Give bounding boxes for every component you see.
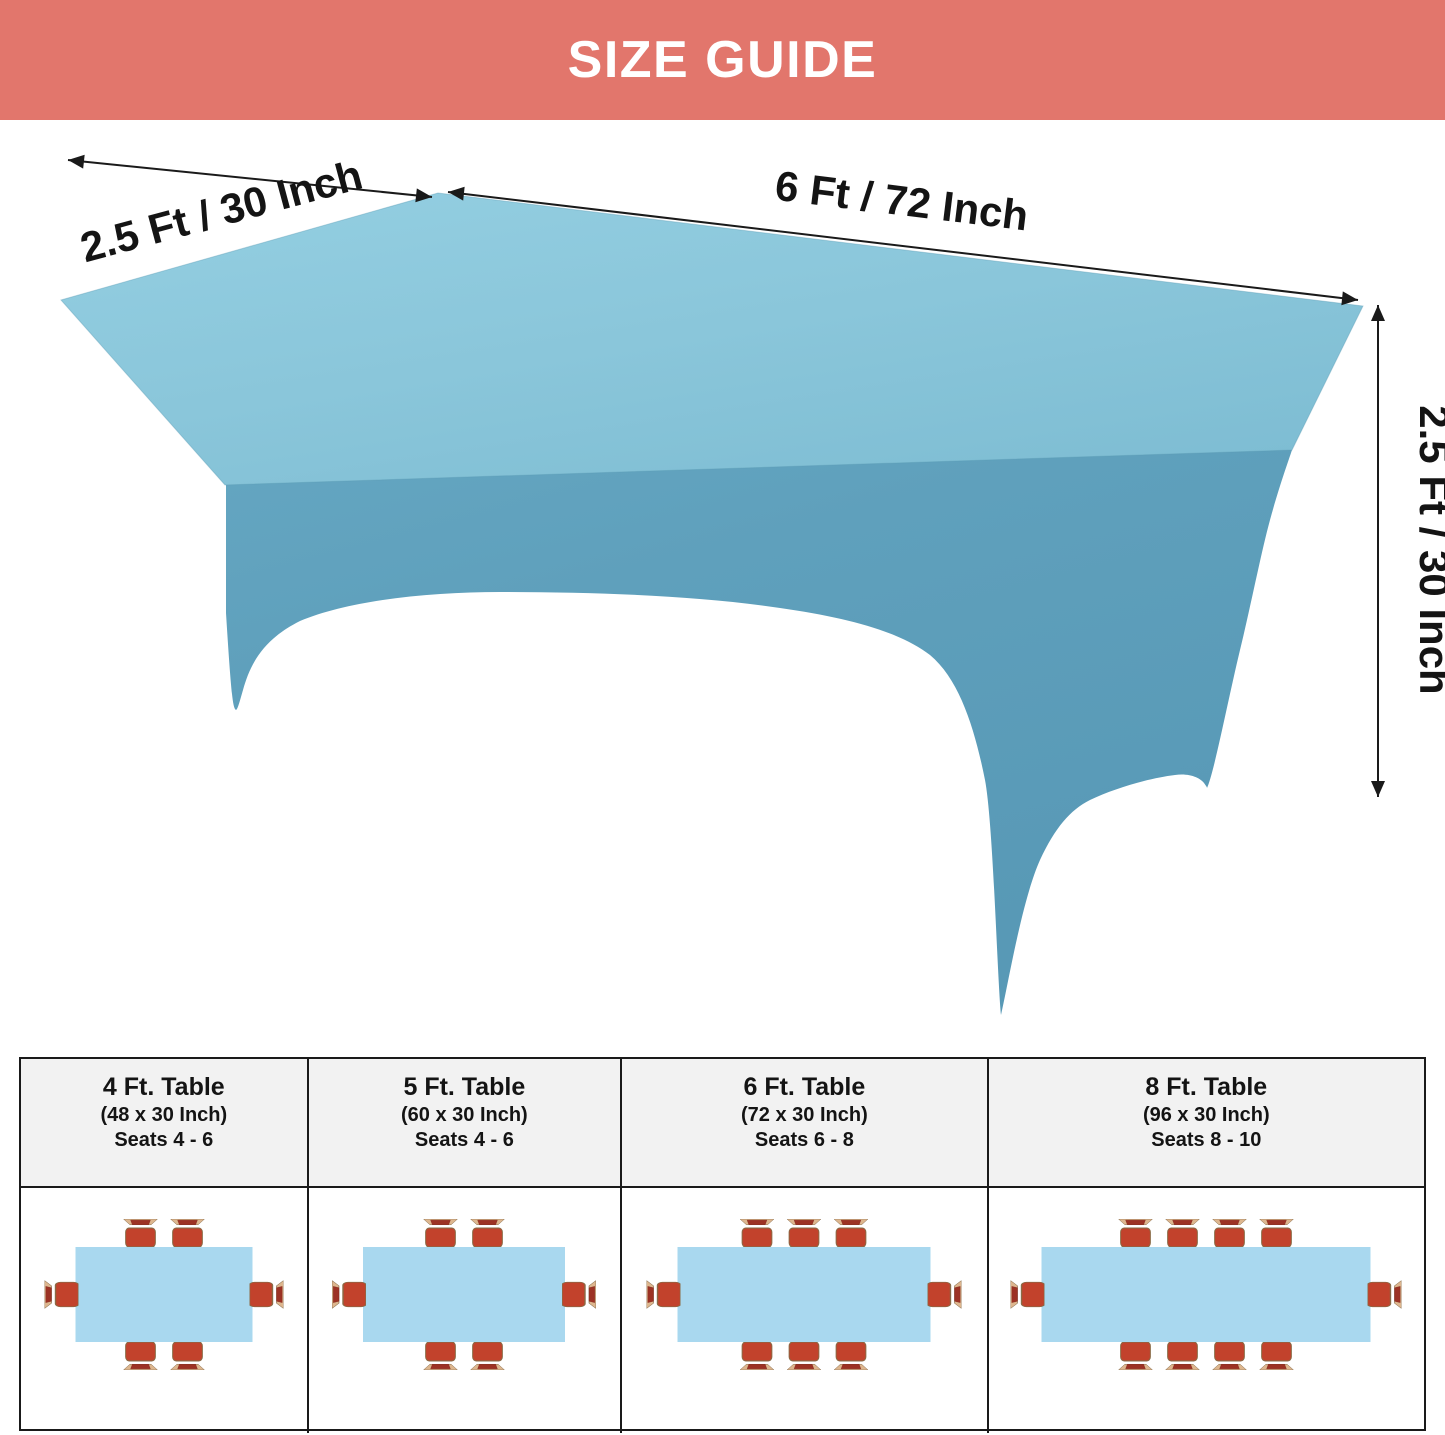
svg-text:2.5 Ft / 30 Inch: 2.5 Ft / 30 Inch [1411,405,1445,694]
svg-text:6 Ft / 72 Inch: 6 Ft / 72 Inch [773,162,1031,240]
